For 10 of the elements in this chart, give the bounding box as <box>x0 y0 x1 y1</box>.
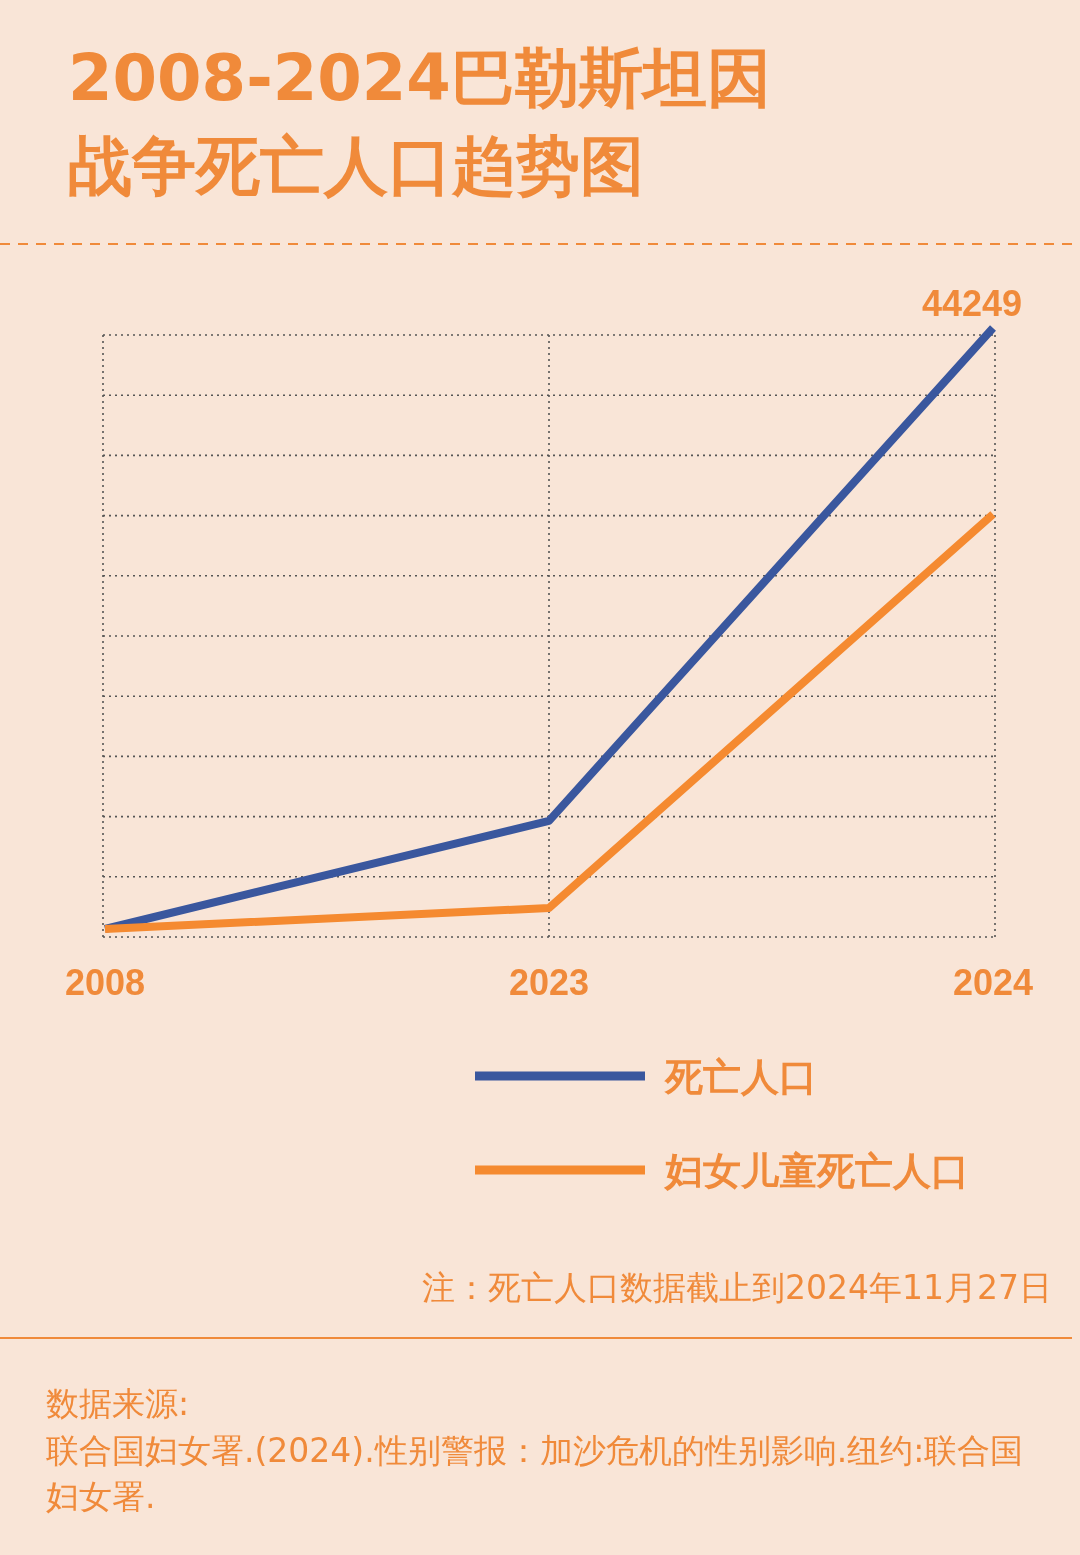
source-note: 数据来源: <box>46 1383 190 1425</box>
legend-label: 死亡人口 <box>664 1055 817 1099</box>
legend-label: 妇女儿童死亡人口 <box>663 1149 969 1193</box>
x-tick-label: 2008 <box>64 962 146 1003</box>
x-tick-label: 2024 <box>952 962 1034 1003</box>
text: 联合国妇女署.(2024).性别警报：加沙危机的性别影响.纽约:联合国妇女署. <box>46 1430 1025 1518</box>
x-tick-label: 2023 <box>508 962 590 1003</box>
text: 注：死亡人口数据截止到2024年11月27日 <box>422 1267 1052 1309</box>
annotation: 44249 <box>921 283 1022 324</box>
chart-title: 2008-2024巴勒斯坦因战争死亡人口趋势图 <box>68 40 772 205</box>
